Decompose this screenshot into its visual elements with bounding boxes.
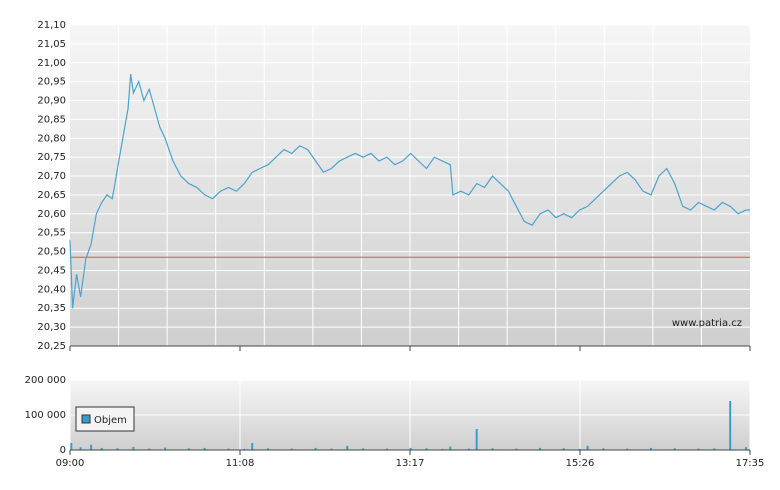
volume-bar: [251, 443, 254, 450]
volume-bar: [187, 448, 190, 450]
y-tick-label: 20,50: [37, 247, 66, 258]
vertical-grid: [118, 25, 702, 346]
y-tick-label: 20,60: [37, 209, 66, 220]
volume-bar: [79, 447, 82, 450]
volume-bar: [578, 448, 581, 450]
volume-bar: [385, 448, 388, 450]
y-tick-label: 0: [60, 445, 66, 456]
volume-bar: [100, 447, 103, 450]
volume-bar: [673, 448, 676, 450]
y-tick-label: 20,30: [37, 322, 66, 333]
volume-bar: [586, 445, 589, 450]
y-tick-label: 20,70: [37, 171, 66, 182]
y-tick-label: 100 000: [25, 410, 66, 421]
volume-bar: [330, 448, 333, 450]
volume-bar: [362, 448, 365, 450]
volume-bar: [70, 443, 73, 450]
volume-bar: [491, 448, 494, 450]
y-tick-label: 20,80: [37, 133, 66, 144]
x-tick-label: 13:17: [396, 458, 425, 469]
volume-bar: [90, 444, 93, 450]
x-tick-label: 17:35: [736, 458, 765, 469]
volume-bar: [425, 448, 428, 450]
volume-bar: [314, 447, 317, 450]
legend-swatch: [81, 414, 91, 424]
volume-bar: [602, 448, 605, 450]
x-tick-label: 15:26: [566, 458, 595, 469]
volume-bar: [116, 448, 119, 450]
volume-bar: [227, 448, 230, 450]
y-tick-label: 20,25: [37, 341, 66, 352]
y-tick-label: 20,95: [37, 77, 66, 88]
y-tick-label: 20,55: [37, 228, 66, 239]
volume-bar: [409, 447, 412, 450]
y-tick-label: 21,00: [37, 58, 66, 69]
y-tick-label: 20,75: [37, 152, 66, 163]
y-tick-label: 20,45: [37, 265, 66, 276]
y-tick-label: 200 000: [25, 375, 66, 386]
volume-bar: [449, 446, 452, 450]
volume-bar: [649, 447, 652, 450]
volume-bar: [243, 448, 246, 450]
legend-label: Objem: [94, 415, 127, 426]
y-tick-label: 21,05: [37, 39, 66, 50]
price-line: [69, 74, 750, 309]
volume-bar: [697, 448, 700, 450]
volume-bar: [539, 447, 542, 450]
volume-bar: [346, 445, 349, 450]
volume-bar: [164, 447, 167, 450]
volume-bar: [745, 447, 748, 450]
watermark: www.patria.cz: [672, 318, 742, 329]
volume-bar: [515, 448, 518, 450]
y-tick-label: 20,65: [37, 190, 66, 201]
y-tick-label: 20,85: [37, 114, 66, 125]
volume-bar: [148, 448, 151, 450]
volume-bar: [475, 429, 478, 450]
x-tick-label: 11:08: [226, 458, 255, 469]
volume-bar: [562, 448, 565, 450]
volume-bar: [267, 448, 270, 450]
volume-bar: [467, 448, 470, 450]
y-tick-label: 20,40: [37, 284, 66, 295]
volume-bar: [132, 446, 135, 450]
volume-bar: [203, 447, 206, 450]
x-tick-label: 09:00: [56, 458, 85, 469]
volume-bar: [290, 448, 293, 450]
volume-bar: [441, 448, 444, 450]
y-tick-label: 21,10: [37, 20, 66, 31]
y-tick-label: 20,90: [37, 96, 66, 107]
y-tick-label: 20,35: [37, 303, 66, 314]
volume-bar: [626, 448, 629, 450]
volume-bar: [713, 448, 716, 450]
volume-bar: [729, 401, 732, 450]
